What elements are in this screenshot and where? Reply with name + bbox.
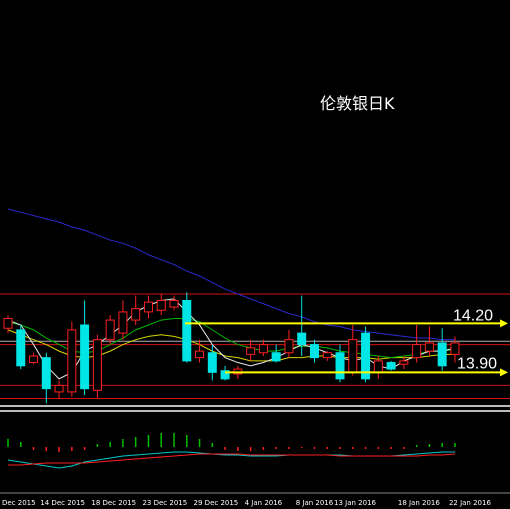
level-label: 13.90 [457, 355, 497, 372]
candle-body [182, 299, 192, 362]
candle-body [3, 317, 13, 329]
x-tick-label: 23 Dec 2015 [142, 499, 187, 507]
level-label: 14.20 [453, 307, 493, 324]
histogram-bar [160, 433, 162, 447]
candle-body [169, 299, 179, 308]
histogram-bar [339, 447, 341, 449]
x-tick-label: 8 Jan 2016 [296, 499, 334, 507]
histogram-bar [237, 447, 239, 451]
histogram-bar [454, 443, 456, 447]
histogram-bar [390, 447, 392, 449]
candle-body [348, 339, 358, 373]
histogram-bar [377, 447, 380, 449]
x-tick-label: 13 Jan 2016 [334, 499, 377, 507]
candle-body [16, 329, 26, 367]
histogram-bar [249, 447, 252, 451]
candle-body [105, 319, 115, 341]
x-tick-label: 18 Jan 2016 [398, 499, 441, 507]
x-tick-label: 22 Jan 2016 [449, 499, 492, 507]
candle-body [335, 352, 345, 380]
candle-body [207, 352, 217, 373]
x-tick-label: 4 Jan 2016 [245, 499, 283, 507]
histogram-bar [364, 447, 367, 449]
candle-body [361, 332, 371, 380]
candle-body [284, 339, 294, 354]
histogram-bar [147, 435, 150, 447]
histogram-bar [7, 439, 9, 447]
candle-body [92, 339, 102, 391]
x-tick-label: 14 Dec 2015 [40, 499, 85, 507]
candle-body [322, 352, 332, 359]
histogram-bar [313, 447, 316, 449]
candle-body [220, 370, 230, 380]
x-tick-label: 18 Dec 2015 [91, 499, 136, 507]
candle-body [386, 362, 396, 370]
candle-body [297, 332, 307, 346]
histogram-bar [288, 447, 290, 449]
candle-body [80, 324, 90, 390]
histogram-bar [198, 439, 201, 447]
candle-body [118, 311, 128, 334]
histogram-bar [96, 444, 99, 447]
candle-body [271, 352, 281, 362]
candle-body [29, 355, 39, 364]
x-tick-label: 29 Dec 2015 [194, 499, 239, 507]
histogram-bar [173, 433, 175, 447]
histogram-bar [45, 447, 48, 451]
candle-body [450, 342, 460, 355]
histogram-bar [32, 447, 35, 450]
histogram-bar [20, 442, 22, 447]
candle-body [41, 357, 51, 390]
histogram-bar [275, 447, 277, 449]
histogram-bar [403, 447, 405, 449]
indicator-line [8, 453, 455, 466]
candle-body [54, 384, 64, 393]
candle-body [373, 360, 383, 373]
candle-body [246, 347, 256, 355]
candle-body [437, 342, 447, 367]
histogram-bar [83, 447, 86, 450]
candle-body [399, 360, 409, 365]
histogram-bar [186, 435, 188, 447]
histogram-bar [71, 447, 73, 451]
histogram-bar [300, 447, 303, 448]
histogram-bar [134, 437, 137, 447]
candle-body [143, 301, 153, 313]
histogram-bar [211, 443, 214, 447]
chart-title: 伦敦银日K [320, 94, 395, 113]
level-arrow [500, 319, 508, 328]
histogram-bar [352, 447, 354, 449]
histogram-bar [109, 442, 111, 447]
candle-body [258, 344, 268, 354]
candle-body [67, 329, 77, 393]
x-tick-label: Dec 2015 [2, 499, 36, 507]
candle-body [412, 344, 422, 359]
candle-body [156, 299, 166, 311]
histogram-bar [58, 447, 60, 452]
candle-body [309, 344, 319, 359]
histogram-bar [122, 439, 124, 447]
candle-body [131, 308, 141, 321]
histogram-bar [262, 447, 265, 450]
moving-average [7, 208, 455, 341]
histogram-bar [441, 443, 443, 447]
level-arrow [500, 368, 508, 377]
histogram-bar [224, 447, 226, 450]
histogram-bar [415, 445, 418, 447]
histogram-bar [428, 444, 431, 447]
histogram-bar [326, 447, 328, 449]
candle-body [195, 350, 205, 359]
candle-body [424, 342, 434, 352]
